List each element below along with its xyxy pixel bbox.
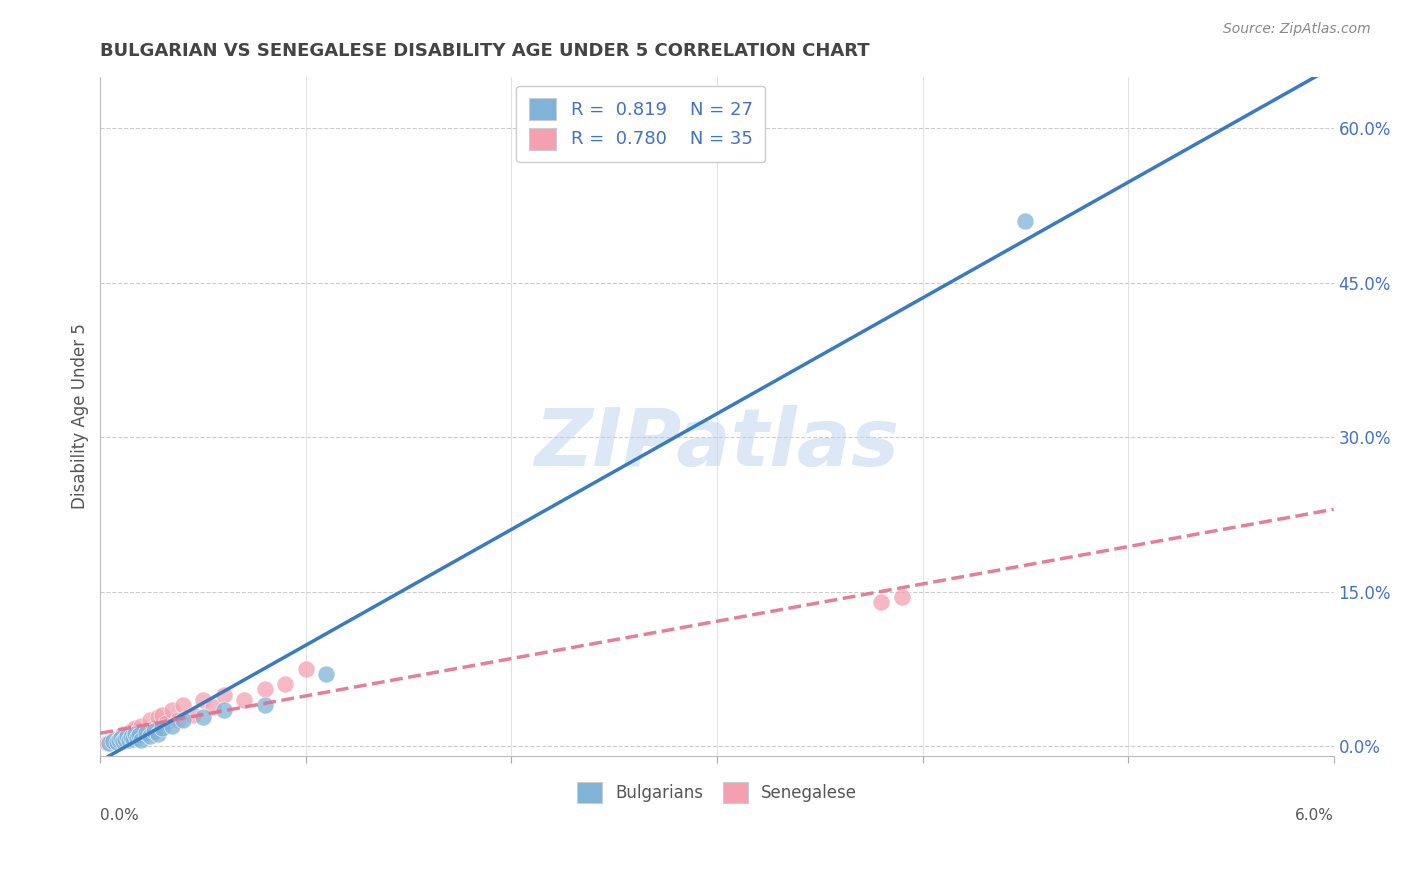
Point [167, 714, 190, 728]
Point [96, 736, 118, 750]
Point [97, 736, 120, 750]
Point [142, 721, 165, 735]
Point [191, 693, 214, 707]
Point [131, 733, 153, 747]
Point [1014, 214, 1036, 228]
Point [111, 727, 134, 741]
Point [150, 708, 173, 723]
Point [202, 700, 225, 714]
Point [120, 730, 142, 744]
Point [114, 731, 136, 746]
Point [114, 730, 136, 744]
Point [118, 725, 141, 739]
Point [128, 728, 150, 742]
Point [274, 677, 297, 691]
Y-axis label: Disability Age Under 5: Disability Age Under 5 [72, 324, 89, 509]
Point [111, 734, 134, 748]
Point [115, 729, 138, 743]
Point [172, 698, 194, 712]
Point [105, 735, 128, 749]
Text: BULGARIAN VS SENEGALESE DISABILITY AGE UNDER 5 CORRELATION CHART: BULGARIAN VS SENEGALESE DISABILITY AGE U… [100, 42, 870, 60]
Point [142, 723, 165, 738]
Point [108, 733, 131, 747]
Point [131, 718, 153, 732]
Point [162, 718, 184, 732]
Point [212, 688, 235, 702]
Point [110, 731, 132, 745]
Point [191, 710, 214, 724]
Point [146, 727, 169, 741]
Legend: Bulgarians, Senegalese: Bulgarians, Senegalese [569, 776, 865, 809]
Point [212, 703, 235, 717]
Point [122, 731, 145, 746]
Point [891, 590, 914, 604]
Point [253, 682, 276, 697]
Point [124, 727, 146, 741]
Point [155, 716, 177, 731]
Point [150, 721, 173, 735]
Point [181, 708, 204, 723]
Point [127, 731, 149, 745]
Point [120, 723, 142, 738]
Point [100, 734, 122, 748]
Point [135, 727, 157, 741]
Point [110, 729, 132, 743]
Point [138, 729, 160, 743]
Point [233, 693, 256, 707]
Point [172, 714, 194, 728]
Point [128, 723, 150, 737]
Point [104, 731, 127, 746]
Text: 6.0%: 6.0% [1295, 808, 1334, 823]
Point [162, 703, 184, 717]
Point [146, 710, 169, 724]
Point [108, 731, 131, 745]
Point [105, 733, 128, 747]
Point [315, 667, 337, 681]
Point [101, 734, 124, 748]
Point [118, 733, 141, 747]
Point [127, 729, 149, 743]
Point [115, 728, 138, 742]
Point [295, 662, 318, 676]
Text: ZIPatlas: ZIPatlas [534, 405, 900, 483]
Point [253, 698, 276, 712]
Text: Source: ZipAtlas.com: Source: ZipAtlas.com [1223, 22, 1371, 37]
Point [870, 595, 893, 609]
Point [138, 714, 160, 728]
Point [122, 731, 145, 745]
Point [124, 721, 146, 735]
Text: 0.0%: 0.0% [100, 808, 139, 823]
Point [135, 725, 157, 739]
